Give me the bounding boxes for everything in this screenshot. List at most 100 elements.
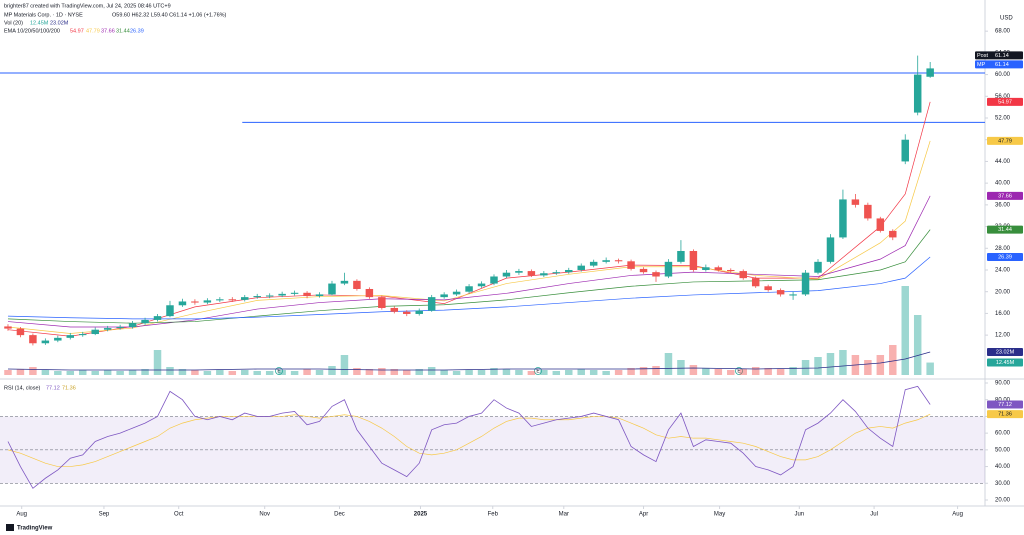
mp-box [975, 60, 1023, 69]
ema-value-label: 26.39 [998, 254, 1012, 260]
volume-bar [178, 369, 187, 375]
candle-body [527, 271, 536, 276]
volume-bar [303, 369, 311, 375]
rsi-tick-label: 50.00 [995, 447, 1011, 453]
ema-value-label-box [987, 191, 1023, 200]
volume-bar [589, 370, 598, 375]
y-tick-label: 56.00 [995, 94, 1011, 100]
ema-value-label-box [987, 225, 1023, 234]
ema-header-value: 47.79 [86, 28, 100, 34]
candle-body [29, 335, 37, 344]
x-tick-label: Aug [16, 512, 27, 518]
candle-body [826, 237, 835, 262]
symbol-text: MP Materials Corp. · 1D · NYSE [4, 12, 83, 18]
volume-bar [290, 371, 299, 375]
volume-bar [166, 367, 174, 375]
y-tick-label: 52.00 [995, 116, 1011, 122]
candle-body [91, 329, 99, 335]
currency-label: USD [1000, 16, 1013, 22]
volume-bar [141, 369, 149, 375]
rsi-ma-header-value: 71.36 [62, 385, 76, 391]
logo-icon [6, 524, 14, 531]
volume-bar [664, 353, 673, 375]
y-tick-label: 68.00 [995, 29, 1011, 35]
candle-body [452, 291, 461, 295]
candle-body [901, 139, 909, 162]
candle-body [265, 295, 274, 297]
candle-body [727, 269, 735, 272]
candle-body [403, 311, 411, 314]
x-tick-label: Aug [952, 512, 963, 518]
candle-body [253, 296, 261, 298]
candle-body [241, 297, 249, 300]
ema-header-value: 37.66 [101, 28, 115, 34]
rsi-tick-label: 90.00 [995, 381, 1011, 387]
candle-body [552, 272, 561, 274]
volume-bar [79, 370, 87, 375]
ema-header-value: 26.39 [130, 28, 144, 34]
volume-bar [602, 371, 610, 375]
footer-text: TradingView [17, 526, 53, 532]
candle-body [153, 316, 162, 320]
volume-bar [776, 369, 785, 375]
volume-bar [253, 371, 261, 375]
volume-bar [751, 367, 760, 375]
candle-body [203, 300, 212, 303]
candle-body [814, 261, 822, 273]
volume-bar [652, 366, 660, 375]
y-tick-label: 20.00 [995, 289, 1011, 295]
earnings-text: E [277, 368, 281, 374]
volume-bar [540, 370, 548, 375]
volume-bar [328, 366, 336, 375]
volume-bar [216, 370, 224, 375]
volume-bar [502, 369, 511, 375]
volume-bar [66, 371, 75, 375]
volume-bar [702, 368, 710, 375]
candle-body [614, 260, 623, 262]
x-tick-label: Mar [559, 512, 569, 518]
ema-value-label: 31.44 [998, 227, 1012, 233]
candle-body [739, 271, 747, 279]
x-tick-label: Jun [794, 512, 804, 518]
volume-bar [677, 360, 685, 375]
rsi-tick-label: 20.00 [995, 498, 1011, 504]
vol-header-value: 12.45M [30, 20, 49, 26]
post-price: 61.14 [995, 53, 1009, 59]
candle-body [540, 273, 548, 276]
volume-bar [241, 370, 249, 375]
rsi-line [7, 385, 931, 489]
volume-bar [54, 371, 62, 375]
volume-bar [465, 370, 473, 375]
ema-value-label-box [987, 136, 1023, 145]
candle-body [565, 269, 573, 273]
rsi-header-value: 77.12 [46, 385, 60, 391]
x-tick-label: Feb [488, 512, 499, 518]
volume-bar [203, 371, 212, 375]
volume-bar [353, 368, 361, 375]
volume-bar [714, 369, 723, 375]
volume-bar [527, 371, 536, 375]
volume-bar [191, 370, 199, 375]
volume-bar [415, 369, 423, 375]
volume-bar [153, 350, 162, 375]
candle-body [427, 297, 436, 311]
volume-bar [764, 368, 772, 375]
candle-body [689, 250, 698, 270]
ema-value-label: 37.66 [998, 193, 1012, 199]
candle-body [889, 230, 897, 238]
volume-bar [128, 370, 137, 375]
volume-value-label: 12.45M [996, 360, 1015, 366]
volume-bar [477, 370, 486, 375]
vol-ma-header-value: 23.02M [50, 20, 69, 26]
volume-bar [901, 286, 909, 375]
candle-body [677, 250, 685, 262]
rsi-ma-value-label: 71.36 [998, 412, 1012, 418]
candle-body [16, 328, 25, 336]
volume-bar [116, 371, 124, 375]
rsi-value-label-box [987, 400, 1023, 409]
x-tick-label: 2025 [414, 512, 428, 518]
candle-body [278, 293, 286, 296]
rsi-value-label: 77.12 [998, 402, 1012, 408]
